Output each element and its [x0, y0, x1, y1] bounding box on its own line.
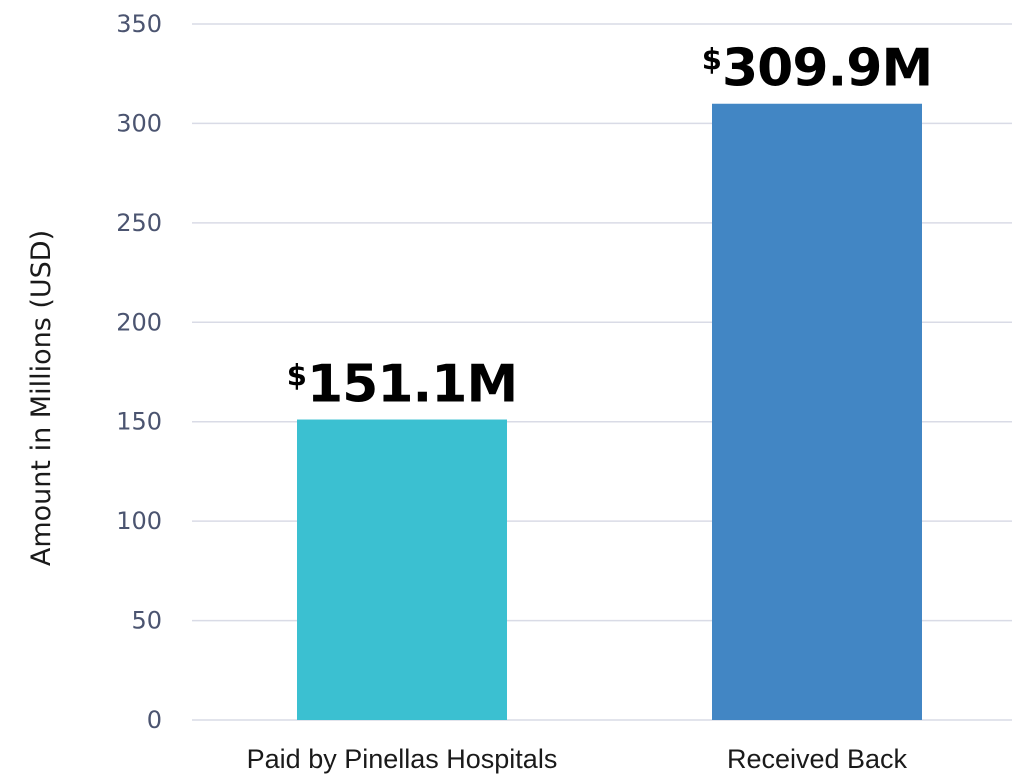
x-axis-categories: Paid by Pinellas Hospitals Received Back — [247, 744, 908, 774]
y-axis-ticks: 0 50 100 150 200 250 300 350 — [116, 10, 162, 734]
data-label: $151.1M — [287, 355, 517, 415]
bar — [297, 419, 507, 720]
bars — [297, 103, 922, 721]
data-labels: $151.1M$309.9M — [287, 39, 933, 415]
data-label-value: 309.9M — [722, 39, 932, 99]
y-tick-label: 100 — [116, 507, 162, 535]
bar — [712, 103, 922, 721]
data-label-currency: $ — [287, 359, 307, 393]
y-tick-label: 350 — [116, 10, 162, 38]
y-tick-label: 0 — [147, 706, 162, 734]
y-tick-label: 300 — [116, 109, 162, 137]
y-axis-title: Amount in Millions (USD) — [26, 230, 57, 566]
y-tick-label: 50 — [131, 607, 162, 635]
data-label: $309.9M — [702, 39, 932, 99]
data-label-currency: $ — [702, 43, 722, 77]
x-category-label: Paid by Pinellas Hospitals — [247, 744, 558, 774]
data-label-value: 151.1M — [307, 355, 517, 415]
y-tick-label: 200 — [116, 308, 162, 336]
y-tick-label: 250 — [116, 209, 162, 237]
x-category-label: Received Back — [727, 744, 908, 774]
y-tick-label: 150 — [116, 408, 162, 436]
